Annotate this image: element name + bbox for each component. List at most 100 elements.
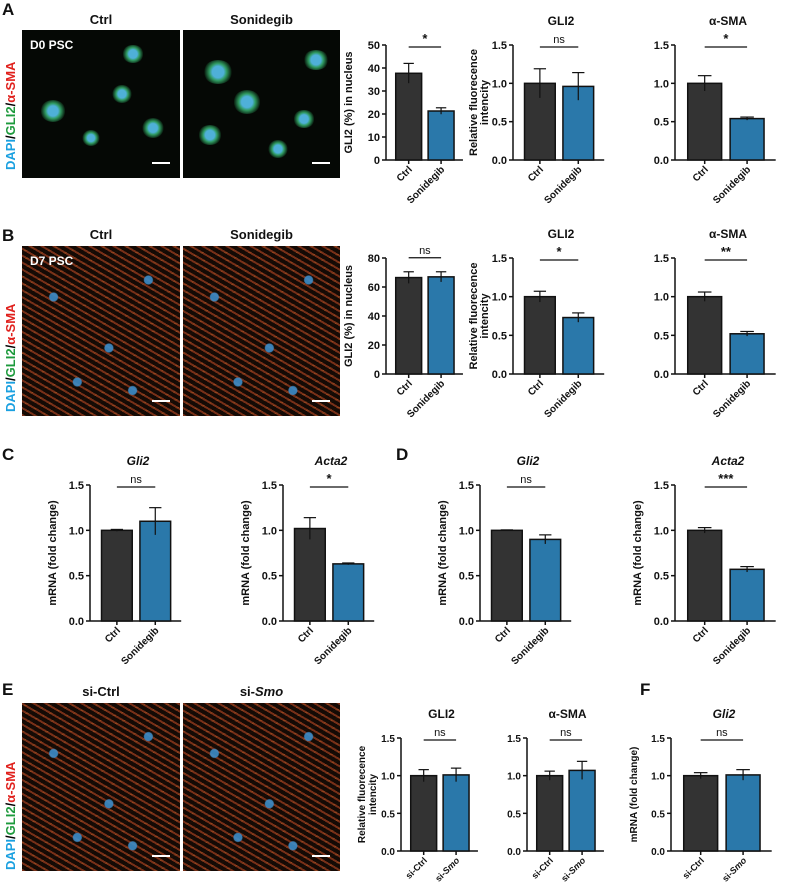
chart-title: GLI2 (548, 227, 575, 241)
bar-chart-f1: Gli2 mRNA (fold change) 0.0 0.5 1.0 1.5 si-Ctr… (629, 707, 772, 884)
y-tick-label: 1.5 (654, 480, 669, 492)
x-tick-label: Ctrl (691, 378, 711, 398)
y-tick-label: 0.5 (654, 117, 669, 129)
y-tick-label: 40 (368, 63, 380, 75)
y-tick-label: 1.0 (654, 292, 669, 304)
panel-label-f: F (640, 680, 651, 699)
bar-sonidegib (332, 563, 365, 622)
bar-si-ctrl (409, 774, 438, 852)
bar-sonidegib (427, 276, 455, 375)
gene-name: Smo (728, 855, 749, 876)
y-axis-label: GLI2 (%) in nucleus (343, 265, 355, 367)
micrograph-b-sonidegib (183, 246, 340, 416)
y-tick-label: 0 (374, 369, 380, 381)
chart-title: Gli2 (517, 454, 540, 468)
x-tick-label: Ctrl (103, 625, 123, 645)
significance-label: *** (718, 471, 734, 486)
x-tick-label: si-Smo (433, 855, 462, 884)
bar-chart-d1: Gli2 mRNA (fold change) 0.0 0.5 1.0 1.5 CtrlSo… (437, 454, 572, 667)
title-prefix: si- (239, 684, 255, 699)
y-tick-label: 1.5 (507, 734, 521, 745)
title-gene: Smo (255, 684, 284, 699)
chart-title: Gli2 (127, 454, 150, 468)
bar-ctrl (293, 527, 326, 622)
y-tick-label: 0.0 (69, 616, 84, 628)
y-tick-label: 1.0 (262, 525, 277, 537)
x-tick-label: Sonidegib (711, 164, 753, 206)
panel-label-a: A (2, 0, 15, 19)
bar-si-smo (568, 769, 596, 852)
x-tick-label: Ctrl (691, 625, 711, 645)
x-tick-label: Ctrl (395, 378, 415, 398)
y-axis-label: Relative fluorecence (468, 49, 480, 156)
bar-chart-d2: Acta2 mRNA (fold change) 0.0 0.5 1.0 1.5 Ctrl S… (632, 454, 776, 667)
image-title-ctrl-b: Ctrl (89, 227, 113, 242)
bar-chart-b3: α-SMA 0.0 0.5 1.0 1.5 Ctrl Sonidegib ** (654, 227, 776, 420)
stain-label-a: DAPI/GLI2/α-SMA (3, 61, 18, 170)
y-tick-label: 0.0 (651, 847, 665, 858)
y-tick-label: 0.5 (492, 117, 507, 129)
y-tick-label: 30 (368, 86, 380, 98)
y-tick-label: 1.0 (381, 772, 395, 783)
y-tick-label: 0.0 (654, 369, 669, 381)
y-tick-label: 1.5 (654, 40, 669, 52)
y-axis-label: intencity (479, 79, 491, 125)
x-tick-label: Sonidegib (312, 625, 354, 667)
y-tick-label: 1.0 (654, 78, 669, 90)
scale-bar (152, 855, 170, 857)
bar-chart-c1: Gli2 mRNA (fold change) 0.0 0.5 1.0 1.5 CtrlSo… (47, 454, 182, 667)
x-tick-label: Sonidegib (542, 378, 584, 420)
chart-title: α-SMA (548, 707, 586, 721)
bar-ctrl (490, 529, 523, 622)
bar-chart-c2: Acta2 mRNA (fold change) 0.0 0.5 1.0 1.5 CtrlS… (240, 454, 375, 667)
bar-chart-b2: GLI2 Relative fluorecence intencity 0.0 0.5 1… (468, 227, 605, 420)
significance-label: ns (419, 245, 431, 257)
y-tick-label: 50 (368, 40, 380, 52)
micrograph-b-ctrl: D7 PSC (22, 246, 180, 416)
bar-ctrl (394, 276, 423, 375)
scale-bar (152, 400, 170, 402)
x-tick-label: Sonidegib (542, 164, 584, 206)
y-tick-label: 1.0 (492, 78, 507, 90)
chart-title: α-SMA (709, 227, 747, 241)
y-tick-label: 1.5 (459, 480, 474, 492)
y-tick-label: 1.0 (651, 772, 665, 783)
y-tick-label: 0.5 (459, 571, 474, 583)
bar-chart-a3: α-SMA 0.0 0.5 1.0 1.5 Ctrl Sonidegib * (654, 14, 776, 206)
chart-title: Acta2 (711, 454, 745, 468)
scale-bar (152, 162, 170, 164)
y-tick-label: 10 (368, 132, 380, 144)
y-tick-label: 1.5 (381, 734, 395, 745)
micrograph-a-sonidegib (183, 30, 340, 178)
bar-chart-a2: GLI2 Relative fluorecence intencity 0.0 0.5 1… (468, 14, 605, 206)
x-tick-label: Sonidegib (509, 625, 551, 667)
x-tick-label: Ctrl (691, 164, 711, 184)
image-inset-label-a: D0 PSC (30, 38, 74, 52)
y-tick-label: 1.0 (492, 292, 507, 304)
panel-label-d: D (396, 445, 409, 464)
y-tick-label: 40 (368, 311, 380, 323)
gene-name: Smo (441, 855, 462, 876)
bar-si-smo (442, 774, 470, 852)
bar-sonidegib (427, 110, 455, 161)
chart-title: Gli2 (713, 707, 736, 721)
y-tick-label: 0.5 (262, 571, 277, 583)
y-tick-label: 1.0 (459, 525, 474, 537)
y-tick-label: 0.0 (262, 616, 277, 628)
image-title-si-smo: si-Smo (183, 684, 340, 699)
bar-ctrl (394, 72, 423, 161)
y-tick-label: 20 (368, 109, 380, 121)
y-tick-label: 0.0 (654, 155, 669, 167)
y-tick-label: 0.0 (492, 155, 507, 167)
scale-bar (312, 855, 330, 857)
stain-label-b: DAPI/GLI2/α-SMA (3, 303, 18, 412)
bar-sonidegib (562, 85, 595, 161)
stain-label-e: DAPI/GLI2/α-SMA (3, 761, 18, 870)
y-tick-label: 0.0 (507, 847, 521, 858)
y-tick-label: 0.5 (654, 571, 669, 583)
significance-label: ns (716, 727, 728, 739)
x-tick-label: si-Ctrl (681, 855, 706, 880)
bar-sonidegib (529, 538, 562, 622)
significance-label: * (327, 471, 333, 486)
